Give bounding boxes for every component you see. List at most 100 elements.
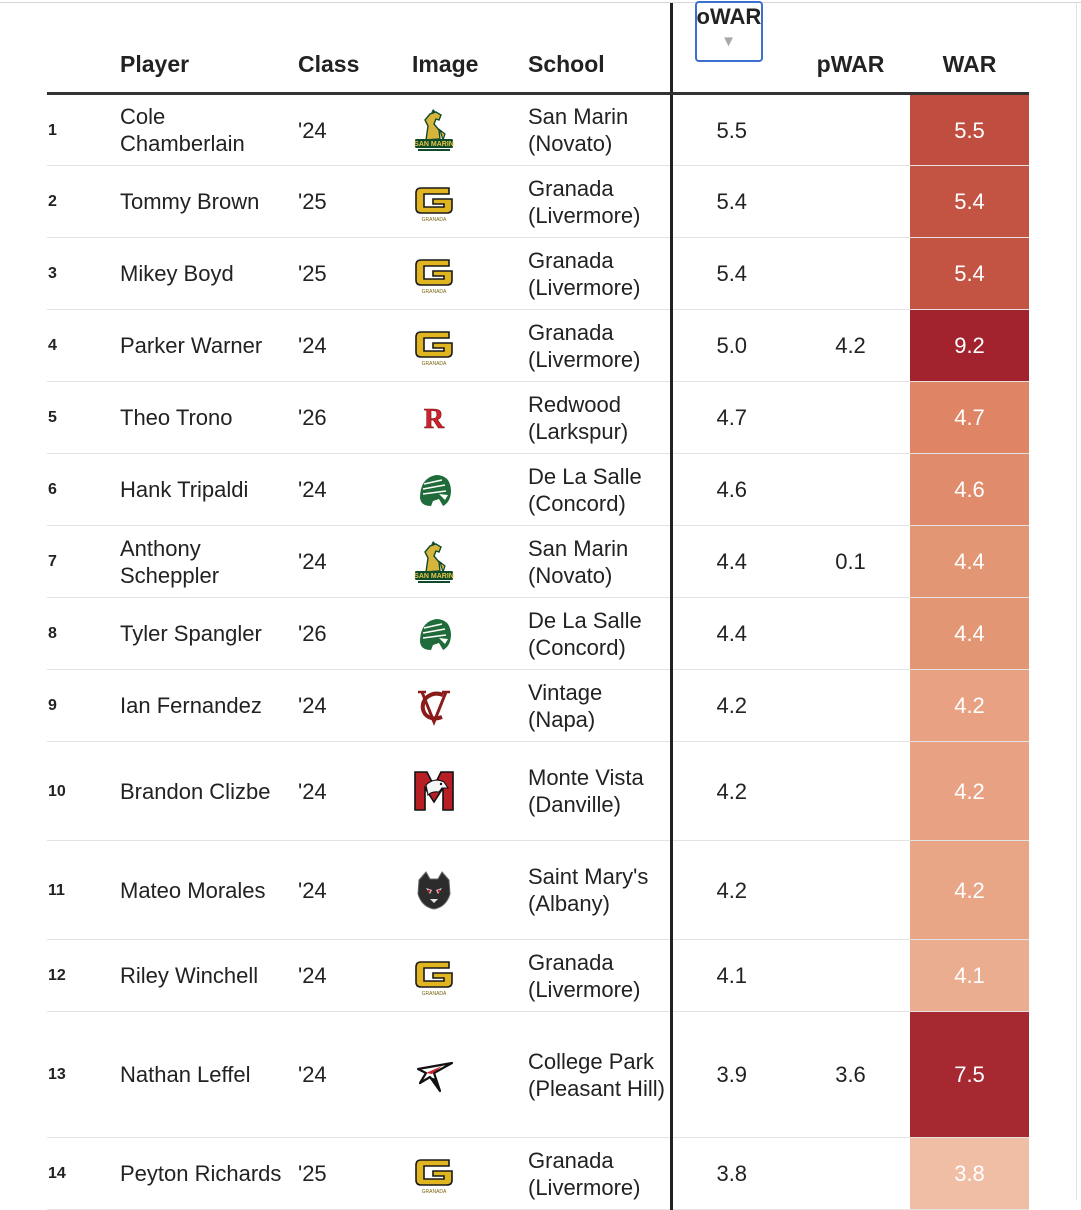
svg-text:SAN MARIN: SAN MARIN — [414, 573, 454, 580]
player-name-cell: Peyton Richards — [107, 1137, 288, 1210]
rank-cell: 13 — [47, 1011, 107, 1138]
school-cell: San Marin (Novato) — [526, 525, 671, 598]
pwar-cell — [791, 840, 910, 940]
player-name-cell: Brandon Clizbe — [107, 741, 288, 841]
column-header-pwar[interactable]: pWAR — [791, 3, 910, 95]
player-name-cell: Riley Winchell — [107, 939, 288, 1012]
school-cell: De La Salle (Concord) — [526, 453, 671, 526]
war-leaderboard-table: Player Class Image School oWAR ▼ pWAR WA… — [47, 1, 1029, 1210]
rank-cell: 2 — [47, 165, 107, 238]
column-header-image: Image — [403, 3, 526, 95]
class-year-cell: '25 — [288, 1137, 403, 1210]
pwar-cell — [791, 93, 910, 166]
header-row: Player Class Image School oWAR ▼ pWAR WA… — [47, 1, 1029, 95]
school-logo-cell — [403, 597, 526, 670]
class-year-cell: '24 — [288, 525, 403, 598]
column-header-war[interactable]: WAR — [910, 3, 1029, 95]
school-logo-cell: SAN MARIN — [403, 93, 526, 166]
class-year-cell: '24 — [288, 309, 403, 382]
war-cell: 4.2 — [910, 840, 1029, 940]
class-year-cell: '26 — [288, 381, 403, 454]
class-year-cell: '24 — [288, 93, 403, 166]
rank-cell: 4 — [47, 309, 107, 382]
school-logo-cell — [403, 741, 526, 841]
table-row: 1 Cole Chamberlain '24 SAN MARIN San Marin… — [47, 93, 1029, 166]
column-header-player[interactable]: Player — [107, 3, 288, 95]
school-cell: Monte Vista (Danville) — [526, 741, 671, 841]
pwar-cell: 4.2 — [791, 309, 910, 382]
pwar-cell — [791, 237, 910, 310]
war-cell: 7.5 — [910, 1011, 1029, 1138]
redwood-logo: R — [424, 403, 446, 435]
owar-cell: 4.2 — [669, 741, 791, 841]
san-marin-logo: SAN MARIN — [414, 109, 454, 151]
player-name-cell: Tommy Brown — [107, 165, 288, 238]
svg-text:GRANADA: GRANADA — [422, 991, 447, 997]
player-name-cell: Parker Warner — [107, 309, 288, 382]
class-year-cell: '24 — [288, 453, 403, 526]
svg-text:R: R — [424, 404, 445, 435]
pwar-cell — [791, 669, 910, 742]
school-cell: College Park (Pleasant Hill) — [526, 1011, 671, 1138]
school-cell: San Marin (Novato) — [526, 93, 671, 166]
school-cell: Vintage (Napa) — [526, 669, 671, 742]
granada-logo: GRANADA — [415, 960, 453, 997]
rank-cell: 14 — [47, 1137, 107, 1210]
war-cell: 4.2 — [910, 669, 1029, 742]
owar-cell: 4.4 — [669, 597, 791, 670]
pwar-cell — [791, 165, 910, 238]
pwar-cell — [791, 741, 910, 841]
rank-cell: 6 — [47, 453, 107, 526]
class-year-cell: '24 — [288, 1011, 403, 1138]
school-logo-cell: GRANADA — [403, 165, 526, 238]
svg-text:SAN MARIN: SAN MARIN — [414, 141, 454, 148]
rank-cell: 9 — [47, 669, 107, 742]
rank-cell: 10 — [47, 741, 107, 841]
owar-sort-button[interactable]: oWAR ▼ — [694, 1, 763, 62]
school-cell: Redwood (Larkspur) — [526, 381, 671, 454]
school-cell: Granada (Livermore) — [526, 237, 671, 310]
player-name-cell: Mikey Boyd — [107, 237, 288, 310]
school-logo-cell: SAN MARIN — [403, 525, 526, 598]
player-name-cell: Theo Trono — [107, 381, 288, 454]
sort-descending-icon: ▼ — [721, 33, 736, 50]
college-park-logo — [416, 1061, 454, 1092]
svg-text:GRANADA: GRANADA — [422, 1189, 447, 1195]
player-name-cell: Hank Tripaldi — [107, 453, 288, 526]
column-header-school[interactable]: School — [526, 3, 671, 95]
class-year-cell: '25 — [288, 237, 403, 310]
school-logo-cell: R — [403, 381, 526, 454]
player-name-cell: Tyler Spangler — [107, 597, 288, 670]
column-header-owar[interactable]: oWAR ▼ — [669, 1, 791, 95]
table-row: 3 Mikey Boyd '25 GRANADA Granada (Livermor… — [47, 237, 1029, 310]
column-header-class[interactable]: Class — [288, 3, 403, 95]
rank-cell: 1 — [47, 93, 107, 166]
war-cell: 5.4 — [910, 237, 1029, 310]
school-logo-cell — [403, 1011, 526, 1138]
school-logo-cell: GRANADA — [403, 309, 526, 382]
school-logo-cell — [403, 453, 526, 526]
right-divider — [1076, 2, 1077, 1200]
class-year-cell: '24 — [288, 840, 403, 940]
owar-cell: 4.6 — [669, 453, 791, 526]
column-header-rank — [47, 3, 107, 95]
owar-cell: 5.4 — [669, 237, 791, 310]
owar-cell: 4.2 — [669, 840, 791, 940]
rank-cell: 8 — [47, 597, 107, 670]
owar-header-label: oWAR — [696, 4, 762, 29]
pwar-cell — [791, 939, 910, 1012]
school-logo-cell: GRANADA — [403, 1137, 526, 1210]
owar-cell: 5.4 — [669, 165, 791, 238]
war-cell: 5.4 — [910, 165, 1029, 238]
school-cell: De La Salle (Concord) — [526, 597, 671, 670]
pwar-cell — [791, 453, 910, 526]
table-row: 13 Nathan Leffel '24 College Park (Pleasan… — [47, 1011, 1029, 1138]
war-cell: 3.8 — [910, 1137, 1029, 1210]
school-cell: Granada (Livermore) — [526, 1137, 671, 1210]
pwar-cell: 0.1 — [791, 525, 910, 598]
player-name-cell: Ian Fernandez — [107, 669, 288, 742]
class-year-cell: '24 — [288, 939, 403, 1012]
war-cell: 4.4 — [910, 597, 1029, 670]
table-row: 14 Peyton Richards '25 GRANADA Granada (Li… — [47, 1137, 1029, 1210]
owar-cell: 4.4 — [669, 525, 791, 598]
